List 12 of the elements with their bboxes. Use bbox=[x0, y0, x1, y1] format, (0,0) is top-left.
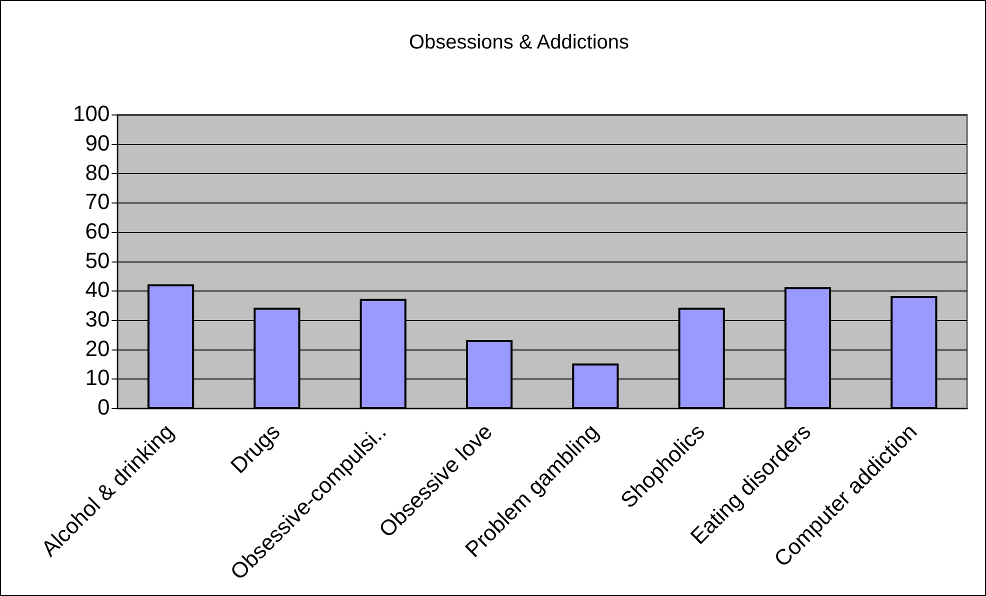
y-tick-label: 90 bbox=[85, 130, 110, 156]
y-tick-label: 20 bbox=[85, 336, 110, 361]
y-tick-label: 80 bbox=[85, 160, 110, 185]
chart-title: Obsessions & Addictions bbox=[408, 32, 630, 54]
y-tick-label: 10 bbox=[85, 365, 110, 390]
y-tick-label: 60 bbox=[85, 218, 110, 244]
y-tick-label: 0 bbox=[97, 394, 110, 420]
y-tick-label: 50 bbox=[85, 248, 110, 273]
y-tick-label: 40 bbox=[85, 277, 110, 302]
y-tick-label: 70 bbox=[85, 189, 110, 214]
y-tick-label: 100 bbox=[72, 101, 110, 126]
y-tick-label: 30 bbox=[85, 306, 110, 332]
